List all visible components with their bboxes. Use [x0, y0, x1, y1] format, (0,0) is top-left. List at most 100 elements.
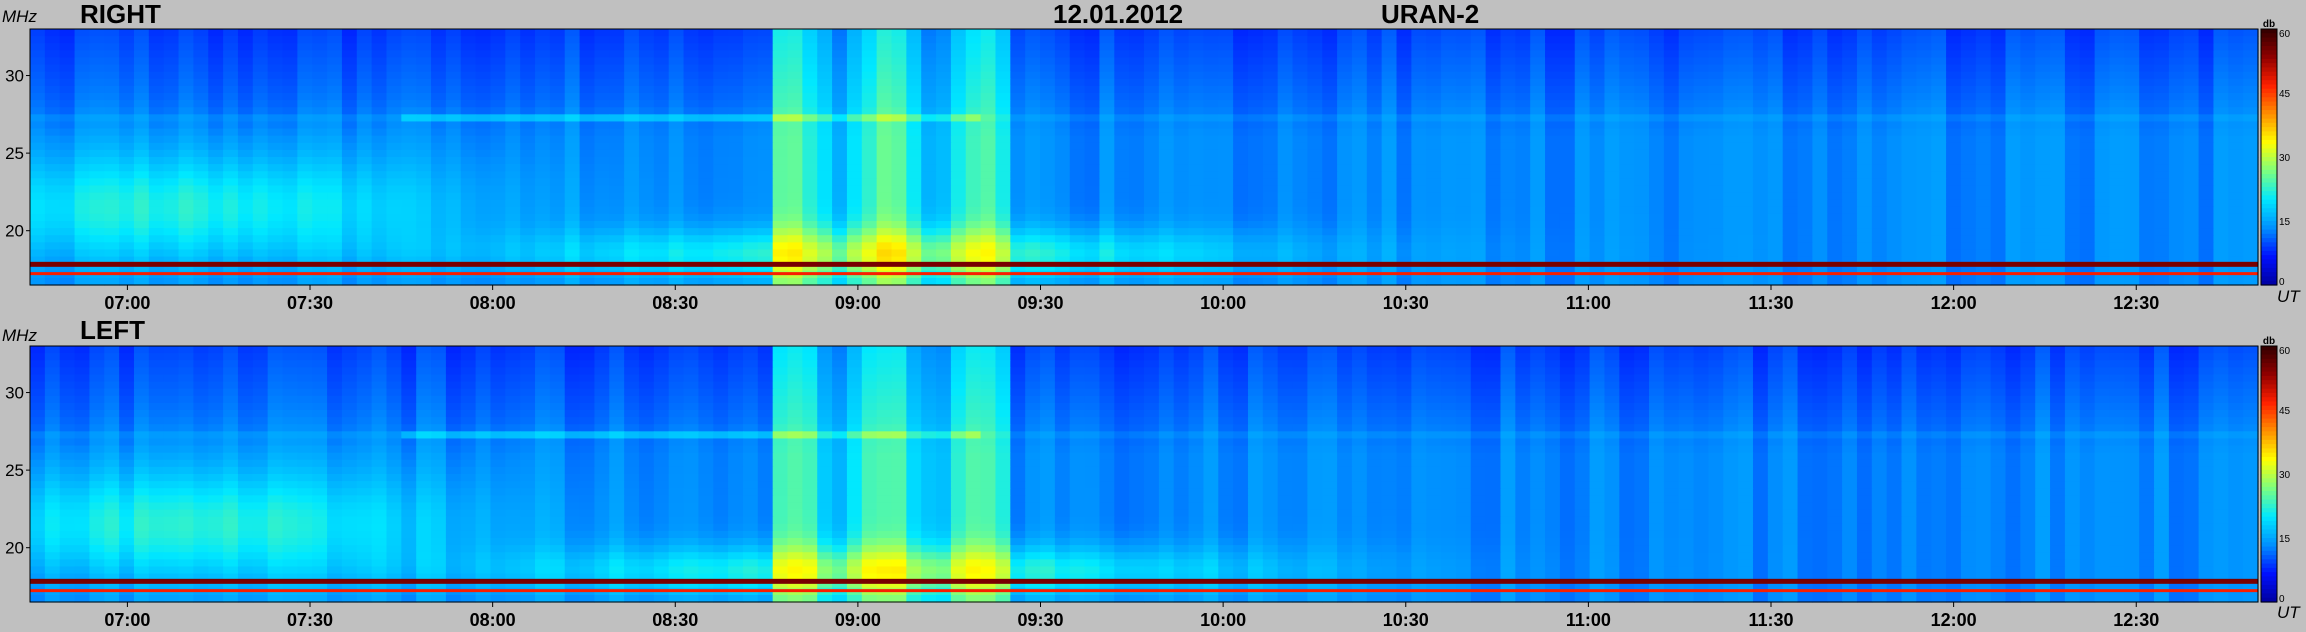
heatmap-cell: [2243, 164, 2259, 172]
heatmap-cell: [1990, 57, 2007, 66]
heatmap-cell: [1396, 100, 1412, 108]
heatmap-cell: [267, 43, 284, 51]
heatmap-cell: [1099, 228, 1115, 236]
heatmap-cell: [1871, 107, 1888, 115]
heatmap-cell: [742, 71, 759, 80]
heatmap-cell: [1604, 171, 1620, 179]
heatmap-cell: [460, 249, 477, 258]
heatmap-cell: [2064, 57, 2081, 66]
heatmap-cell: [1381, 50, 1398, 59]
heatmap-cell: [490, 171, 506, 179]
heatmap-cell: [1574, 157, 1591, 165]
heatmap-cell: [995, 206, 1011, 215]
heatmap-cell: [371, 36, 388, 44]
heatmap-cell: [713, 114, 729, 123]
heatmap-cell: [327, 57, 343, 66]
heatmap-cell: [1723, 71, 1739, 80]
heatmap-cell: [74, 263, 91, 272]
heatmap-cell: [371, 29, 388, 37]
heatmap-cell: [1292, 171, 1308, 179]
heatmap-cell: [445, 135, 462, 144]
heatmap-cell: [356, 242, 373, 251]
heatmap-cell: [1842, 50, 1858, 59]
heatmap-cell: [1144, 192, 1160, 201]
heatmap-cell: [817, 85, 833, 94]
heatmap-cell: [965, 171, 982, 179]
heatmap-cell: [2154, 71, 2170, 80]
heatmap-cell: [104, 71, 120, 80]
heatmap-cell: [89, 36, 105, 44]
heatmap-cell: [223, 263, 239, 272]
heatmap-cell: [89, 206, 105, 215]
heatmap-cell: [1634, 114, 1650, 123]
heatmap-cell: [1738, 185, 1754, 194]
heatmap-cell: [921, 142, 937, 151]
heatmap-cell: [1307, 78, 1323, 87]
heatmap-cell: [1752, 121, 1769, 130]
heatmap-cell: [891, 206, 907, 215]
heatmap-cell: [1931, 93, 1947, 101]
heatmap-cell: [1277, 228, 1294, 236]
heatmap-cell: [416, 57, 432, 66]
heatmap-cell: [535, 64, 551, 73]
heatmap-cell: [1901, 107, 1917, 115]
heatmap-cell: [1589, 78, 1606, 87]
heatmap-cell: [2154, 128, 2170, 137]
heatmap-cell: [1337, 128, 1353, 137]
heatmap-cell: [728, 213, 744, 222]
heatmap-cell: [267, 221, 284, 229]
heatmap-cell: [2079, 43, 2096, 51]
heatmap-cell: [1218, 142, 1234, 151]
heatmap-cell: [1693, 121, 1710, 130]
heatmap-cell: [1649, 178, 1665, 187]
heatmap-cell: [549, 128, 566, 137]
heatmap-cell: [1218, 242, 1234, 251]
heatmap-cell: [1990, 29, 2007, 37]
heatmap-cell: [44, 78, 61, 87]
heatmap-cell: [1010, 228, 1026, 236]
heatmap-cell: [1292, 71, 1308, 80]
heatmap-cell: [1114, 78, 1130, 87]
heatmap-cell: [772, 135, 789, 144]
heatmap-cell: [1515, 171, 1531, 179]
heatmap-cell: [1500, 85, 1516, 94]
heatmap-cell: [802, 199, 818, 208]
heatmap-cell: [1322, 93, 1338, 101]
heatmap-cell: [312, 114, 328, 123]
heatmap-cell: [2243, 121, 2259, 130]
heatmap-cell: [1307, 64, 1323, 73]
heatmap-cell: [1693, 71, 1710, 80]
heatmap-cell: [1381, 43, 1398, 51]
heatmap-cell: [787, 142, 803, 151]
heatmap-cell: [1292, 36, 1308, 44]
heatmap-cell: [104, 135, 120, 144]
heatmap-cell: [1767, 256, 1784, 265]
heatmap-cell: [1708, 121, 1724, 130]
heatmap-cell: [1901, 50, 1917, 59]
heatmap-cell: [1144, 235, 1160, 243]
heatmap-cell: [237, 206, 254, 215]
heatmap-cell: [1233, 135, 1249, 144]
heatmap-cell: [1233, 100, 1249, 108]
heatmap-cell: [104, 256, 120, 265]
heatmap-cell: [624, 50, 640, 59]
heatmap-cell: [371, 171, 388, 179]
heatmap-cell: [1604, 78, 1620, 87]
heatmap-cell: [490, 57, 506, 66]
heatmap-cell: [2050, 256, 2066, 265]
heatmap-cell: [668, 171, 685, 179]
heatmap-cell: [2079, 171, 2096, 179]
heatmap-cell: [1723, 235, 1739, 243]
heatmap-cell: [1678, 78, 1695, 87]
heatmap-cell: [1916, 142, 1932, 151]
heatmap-cell: [564, 185, 581, 194]
heatmap-cell: [1262, 199, 1279, 208]
heatmap-cell: [1173, 171, 1190, 179]
heatmap-cell: [1619, 128, 1635, 137]
heatmap-cell: [1693, 221, 1710, 229]
heatmap-cell: [535, 43, 551, 51]
heatmap-cell: [698, 178, 714, 187]
heatmap-cell: [950, 64, 967, 73]
heatmap-cell: [906, 135, 922, 144]
heatmap-cell: [30, 128, 46, 137]
